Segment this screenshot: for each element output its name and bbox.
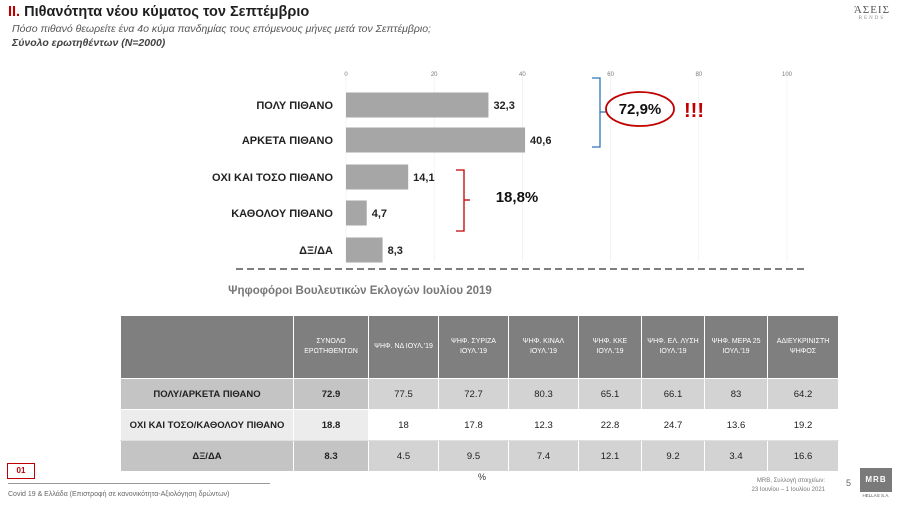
row-label: ΔΞ/ΔΑ bbox=[120, 440, 294, 472]
table-title: Ψηφοφόροι Βουλευτικών Εκλογών Ιουλίου 20… bbox=[228, 285, 492, 297]
title-text: Πιθανότητα νέου κύματος τον Σεπτέμβριο bbox=[24, 4, 310, 20]
table-column-header: ΑΔΙΕΥΚΡΙΝΙΣΤΗ ΨΗΦΟΣ bbox=[767, 315, 839, 379]
unit-label: % bbox=[478, 472, 487, 482]
page-number: 5 bbox=[846, 478, 852, 488]
category-label: ΑΡΚΕΤΑ ΠΙΘΑΝΟ bbox=[242, 135, 334, 147]
annotation-top-total: 72,9% bbox=[619, 101, 662, 118]
row-label: ΟΧΙ ΚΑΙ ΤΟΣΟ/ΚΑΘΟΛΟΥ ΠΙΘΑΝΟ bbox=[120, 409, 294, 441]
bracket-top bbox=[592, 77, 601, 148]
source-line-1: MRB, Συλλογή στοιχείων: bbox=[756, 478, 825, 484]
table-cell: 8.3 bbox=[293, 440, 369, 472]
sample-base: Σύνολο ερωτηθέντων (N=2000) bbox=[12, 37, 166, 49]
bar-value-label: 32,3 bbox=[493, 100, 514, 112]
mrb-logo: MRB HELLAS S.A. bbox=[860, 468, 892, 502]
table-cell: 65.1 bbox=[578, 378, 642, 410]
table-row: ΟΧΙ ΚΑΙ ΤΟΣΟ/ΚΑΘΟΛΟΥ ΠΙΘΑΝΟ 18.8 18 17.8 12.… bbox=[120, 409, 839, 441]
bar bbox=[346, 92, 489, 118]
footer-text: Covid 19 & Ελλάδα (Επιστροφή σε κανονικό… bbox=[8, 491, 230, 498]
table-corner bbox=[120, 315, 294, 379]
page-title: II. Πιθανότητα νέου κύματος τον Σεπτέμβρ… bbox=[8, 4, 309, 20]
table-cell: 72.9 bbox=[293, 378, 369, 410]
bar bbox=[346, 164, 409, 190]
brand-logo: ΆΣΕΙΣ RENDS bbox=[854, 4, 890, 21]
bar-chart: 0 20 40 60 80 100 ΠΟΛΥ ΠΙΘΑΝΟ 32,3 ΑΡΚΕΤΑ ΠΙΘΑΝ… bbox=[212, 70, 808, 270]
mrb-logo-subtext: HELLAS S.A. bbox=[862, 493, 890, 498]
category-label: ΚΑΘΟΛΟΥ ΠΙΘΑΝΟ bbox=[231, 208, 333, 220]
x-tick-label: 60 bbox=[607, 72, 614, 78]
bar-value-label: 40,6 bbox=[530, 135, 551, 147]
table-cell: 72.7 bbox=[438, 378, 509, 410]
table-cell: 13.6 bbox=[704, 409, 768, 441]
row-label: ΠΟΛΥ/ΑΡΚΕΤΑ ΠΙΘΑΝΟ bbox=[120, 378, 294, 410]
table-cell: 66.1 bbox=[641, 378, 705, 410]
table-column-header: ΨΗΦ. ΜΕΡΑ 25 ΙΟΥΛ.'19 bbox=[704, 315, 768, 379]
source-line-2: 23 Ιουνίου – 1 Ιουλίου 2021 bbox=[751, 487, 825, 493]
x-tick-label: 100 bbox=[782, 72, 793, 78]
table-cell: 19.2 bbox=[767, 409, 839, 441]
x-tick-label: 20 bbox=[431, 72, 438, 78]
table-cell: 24.7 bbox=[641, 409, 705, 441]
table-row: ΠΟΛΥ/ΑΡΚΕΤΑ ΠΙΘΑΝΟ 72.9 77.5 72.7 80.3 65.1 66… bbox=[120, 378, 839, 410]
table-header-row: ΣΥΝΟΛΟ ΕΡΩΤΗΘΕΝΤΩΝ ΨΗΦ. ΝΔ ΙΟΥΛ.'19 ΨΗΦ. Σ… bbox=[120, 315, 839, 379]
table-cell: 17.8 bbox=[438, 409, 509, 441]
bar bbox=[346, 127, 526, 153]
brand-logo-bottom: RENDS bbox=[858, 16, 886, 21]
footer-divider bbox=[8, 483, 270, 484]
table-cell: 7.4 bbox=[508, 440, 579, 472]
table-cell: 18 bbox=[368, 409, 439, 441]
table-cell: 9.5 bbox=[438, 440, 509, 472]
table-cell: 12.1 bbox=[578, 440, 642, 472]
table-cell: 3.4 bbox=[704, 440, 768, 472]
table-column-header: ΨΗΦ. ΕΛ. ΛΥΣΗ ΙΟΥΛ.'19 bbox=[641, 315, 705, 379]
table-cell: 9.2 bbox=[641, 440, 705, 472]
category-label: ΟΧΙ ΚΑΙ ΤΟΣΟ ΠΙΘΑΝΟ bbox=[212, 172, 333, 184]
bar-value-label: 14,1 bbox=[413, 172, 434, 184]
question-subtitle: Πόσο πιθανό θεωρείτε ένα 4ο κύμα πανδημί… bbox=[12, 23, 431, 35]
x-tick-label: 0 bbox=[344, 72, 348, 78]
table-cell: 16.6 bbox=[767, 440, 839, 472]
exclamation-mark: !!! bbox=[684, 100, 704, 122]
crosstab-table: ΣΥΝΟΛΟ ΕΡΩΤΗΘΕΝΤΩΝ ΨΗΦ. ΝΔ ΙΟΥΛ.'19 ΨΗΦ. Σ… bbox=[120, 315, 839, 472]
annotations: 72,9% !!! 18,8% bbox=[456, 77, 704, 232]
table-cell: 64.2 bbox=[767, 378, 839, 410]
x-axis: 0 20 40 60 80 100 bbox=[344, 70, 793, 262]
table-cell: 22.8 bbox=[578, 409, 642, 441]
brand-logo-top: ΆΣΕΙΣ bbox=[853, 4, 890, 16]
x-tick-label: 80 bbox=[695, 72, 702, 78]
table-column-header: ΨΗΦ. ΚΚΕ ΙΟΥΛ.'19 bbox=[578, 315, 642, 379]
table-cell: 12.3 bbox=[508, 409, 579, 441]
slide-id-badge: 01 bbox=[7, 463, 35, 479]
source-note: MRB, Συλλογή στοιχείων: 23 Ιουνίου – 1 Ι… bbox=[751, 477, 825, 495]
table-cell: 80.3 bbox=[508, 378, 579, 410]
table-column-header: ΨΗΦ. ΣΥΡΙΖΑ ΙΟΥΛ.'19 bbox=[438, 315, 509, 379]
bar-value-label: 8,3 bbox=[388, 245, 403, 257]
annotation-bottom-total: 18,8% bbox=[496, 189, 539, 206]
title-number: II. bbox=[8, 4, 21, 20]
table-row: ΔΞ/ΔΑ 8.3 4.5 9.5 7.4 12.1 9.2 3.4 16.6 bbox=[120, 440, 839, 472]
bar-value-label: 4,7 bbox=[372, 208, 387, 220]
mrb-logo-text: MRB bbox=[865, 475, 887, 484]
table-column-header: ΣΥΝΟΛΟ ΕΡΩΤΗΘΕΝΤΩΝ bbox=[293, 315, 369, 379]
category-label: ΠΟΛΥ ΠΙΘΑΝΟ bbox=[256, 100, 333, 112]
x-tick-label: 40 bbox=[519, 72, 526, 78]
bar bbox=[346, 237, 383, 263]
table-cell: 18.8 bbox=[293, 409, 369, 441]
table-column-header: ΨΗΦ. ΝΔ ΙΟΥΛ.'19 bbox=[368, 315, 439, 379]
bracket-bottom bbox=[456, 169, 465, 232]
category-label: ΔΞ/ΔΑ bbox=[299, 245, 333, 257]
bars: ΠΟΛΥ ΠΙΘΑΝΟ 32,3 ΑΡΚΕΤΑ ΠΙΘΑΝΟ 40,6 ΟΧΙ ΚΑΙ … bbox=[212, 92, 551, 263]
table-cell: 83 bbox=[704, 378, 768, 410]
bar bbox=[346, 200, 367, 226]
table-column-header: ΨΗΦ. ΚΙΝΑΛ ΙΟΥΛ.'19 bbox=[508, 315, 579, 379]
highlight-circle bbox=[605, 91, 675, 127]
table-cell: 4.5 bbox=[368, 440, 439, 472]
table-cell: 77.5 bbox=[368, 378, 439, 410]
